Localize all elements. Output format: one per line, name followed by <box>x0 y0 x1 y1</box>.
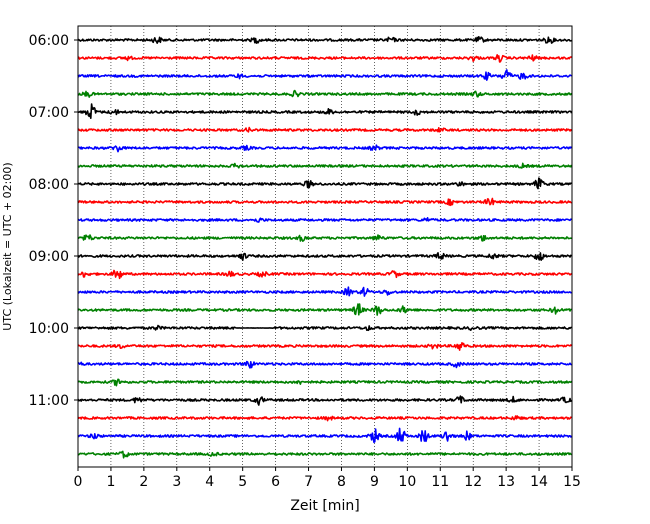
x-tick-label: 1 <box>106 474 115 490</box>
trace-line <box>77 144 573 153</box>
trace-line <box>77 126 573 133</box>
trace-0645 <box>77 89 573 98</box>
trace-1000 <box>77 324 572 332</box>
trace-1130 <box>77 427 573 444</box>
trace-0815 <box>77 197 572 207</box>
trace-1145 <box>78 450 573 459</box>
y-tick-label: 10:00 <box>29 321 69 337</box>
trace-1115 <box>77 415 572 422</box>
trace-line <box>78 450 573 459</box>
trace-line <box>77 286 572 297</box>
trace-0830 <box>77 217 572 223</box>
y-tick-label: 06:00 <box>29 33 69 49</box>
trace-1100 <box>77 395 573 406</box>
x-tick-label: 12 <box>464 474 482 490</box>
trace-1030 <box>77 360 572 369</box>
trace-0945 <box>77 303 572 316</box>
y-axis-label: UTC (Lokalzeit = UTC + 02:00) <box>1 162 14 330</box>
y-tick-label: 07:00 <box>29 105 69 121</box>
x-tick-label: 5 <box>238 474 247 490</box>
trace-line <box>77 162 573 169</box>
x-tick-label: 7 <box>304 474 313 490</box>
trace-0730 <box>77 144 573 153</box>
trace-line <box>77 54 572 63</box>
trace-line <box>77 252 573 261</box>
trace-line <box>77 103 573 119</box>
trace-0630 <box>77 69 572 81</box>
x-axis-label: Zeit [min] <box>290 498 359 514</box>
trace-0700 <box>77 103 573 119</box>
x-tick-label: 9 <box>370 474 379 490</box>
trace-1045 <box>77 378 573 387</box>
trace-0900 <box>77 252 573 261</box>
trace-line <box>77 269 573 280</box>
trace-0930 <box>77 286 572 297</box>
x-tick-label: 11 <box>431 474 449 490</box>
x-tick-label: 14 <box>530 474 548 490</box>
trace-line <box>77 427 573 444</box>
trace-0915 <box>77 269 573 280</box>
trace-line <box>77 360 572 369</box>
y-tick-label: 08:00 <box>29 177 69 193</box>
trace-0615 <box>77 54 572 63</box>
trace-0715 <box>77 126 573 133</box>
trace-line <box>77 303 572 316</box>
trace-line <box>77 324 572 332</box>
trace-line <box>77 89 573 98</box>
trace-0845 <box>77 234 572 242</box>
x-tick-label: 10 <box>398 474 416 490</box>
trace-line <box>77 415 572 422</box>
trace-line <box>77 69 572 81</box>
trace-1015 <box>77 342 573 351</box>
trace-line <box>77 217 572 223</box>
trace-line <box>77 342 573 351</box>
trace-0800 <box>77 177 572 190</box>
y-tick-label: 11:00 <box>29 393 69 409</box>
trace-line <box>77 36 572 44</box>
x-tick-label: 2 <box>139 474 148 490</box>
trace-line <box>77 234 572 242</box>
seismic-traces <box>77 36 573 459</box>
trace-line <box>77 378 573 387</box>
trace-line <box>77 197 572 207</box>
trace-line <box>77 177 572 190</box>
trace-0745 <box>77 162 573 169</box>
x-tick-label: 15 <box>563 474 581 490</box>
x-tick-label: 0 <box>74 474 83 490</box>
y-axis-ticks: 06:00 07:00 08:00 09:00 10:00 11:00 <box>29 33 78 409</box>
plot-frame <box>77 25 573 468</box>
x-tick-label: 8 <box>337 474 346 490</box>
x-tick-label: 13 <box>497 474 515 490</box>
x-axis-ticks: 0 1 2 3 4 5 6 7 8 9 10 11 12 13 14 15 <box>74 467 581 490</box>
x-tick-label: 3 <box>172 474 181 490</box>
y-tick-label: 09:00 <box>29 249 69 265</box>
x-tick-label: 4 <box>205 474 214 490</box>
x-tick-label: 6 <box>271 474 280 490</box>
trace-line <box>77 395 573 406</box>
trace-0600 <box>77 36 572 44</box>
